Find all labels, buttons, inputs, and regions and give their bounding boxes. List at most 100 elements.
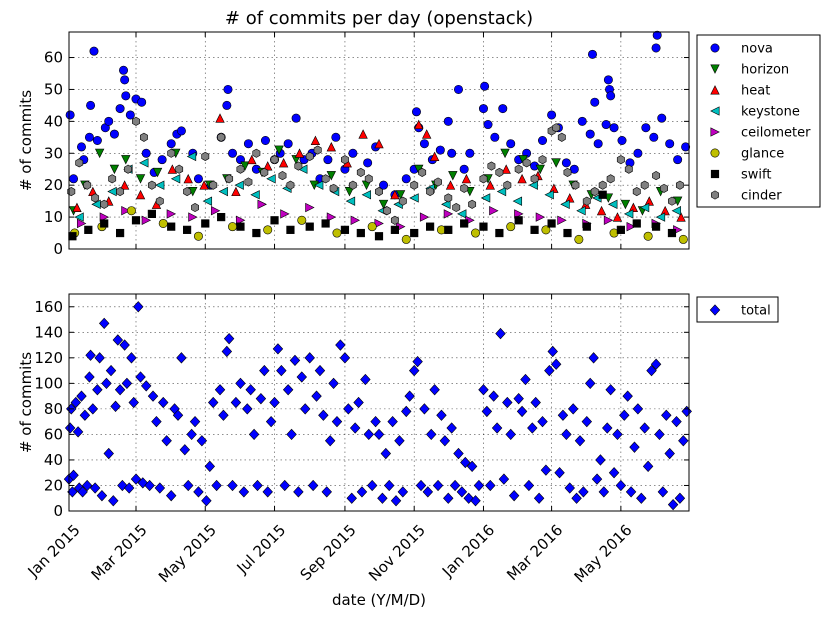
cinder-point [217,132,226,142]
nova-point [587,49,597,59]
keystone-point [202,196,213,206]
nova-point [633,148,643,158]
swift-point [390,225,399,234]
cinder-point [632,187,641,197]
heat-point [429,151,440,161]
keystone-point [671,206,682,216]
cinder-point [383,206,391,216]
total-point [196,435,208,447]
total-point [245,384,256,396]
heat-point [414,119,424,130]
nova-point [419,139,429,149]
total-point [328,377,339,389]
total-point [92,384,103,396]
cinder-point [410,180,419,190]
total-point [397,486,409,498]
cinder-point [590,187,599,197]
total-point [248,428,260,441]
ceilometer-point [210,206,221,216]
cinder-point [538,155,547,165]
total-point [639,422,650,434]
total-point [114,384,126,396]
total-point [488,390,499,402]
ceilometer-point [257,199,267,210]
total-point [384,479,395,492]
total-point [674,492,686,504]
total-point [121,377,133,389]
keystone-point [139,158,149,168]
ceilometer-point [557,215,567,225]
total-point [426,428,437,441]
total-point [608,467,620,479]
total-point [314,364,326,377]
ceilometer-point [419,212,430,222]
total-point [429,384,440,396]
swift-point [236,222,245,231]
swift-point [252,228,261,238]
total-point [571,492,582,504]
swift-point [305,222,314,231]
total-point [591,473,603,485]
cinder-point [660,183,668,193]
horizon-point [551,158,561,168]
top-y-tick-label: 40 [44,112,63,130]
nova-point [478,104,488,114]
total-point [595,454,606,466]
total-point [331,416,343,428]
total-point [293,486,304,498]
bottom-y-tick-label: 20 [44,476,63,494]
total-point [296,371,307,383]
bottom-y-tick-label: 0 [53,502,63,520]
nova-point [490,132,500,142]
keystone-legend-marker [710,106,720,116]
keystone-point [623,209,634,219]
top-y-tick-label: 50 [44,80,63,98]
nova-point [443,116,453,126]
total-point [193,486,204,498]
total-point [612,428,623,441]
total-point [211,479,222,492]
keystone-point [218,186,228,197]
cinder-point [364,174,373,184]
bottom-y-tick-label: 120 [34,349,63,367]
total-point [349,422,361,434]
cinder-point [183,187,192,197]
total-point [343,403,354,415]
top-y-tick-label: 10 [44,208,63,226]
total-point [470,495,481,507]
nova-legend-marker [710,43,720,53]
top-chart-legend: nova horizon heat keystone ceilometer glance s… [696,34,821,208]
heat-point [167,164,178,174]
total-point [401,405,412,418]
total-point [557,409,569,421]
total-point [110,400,121,412]
glance-point [506,222,516,232]
keystone-point [234,180,244,190]
horizon-point [395,190,406,200]
heat-point [596,205,607,216]
legend-entry-heat: heat [741,84,770,99]
total-point [135,371,146,383]
heat-point [676,212,686,222]
cinder-point [624,164,633,174]
nova-point [673,155,683,165]
total-point [502,396,513,409]
swift-point [100,219,109,228]
total-point [255,393,267,405]
cinder-point [616,155,625,165]
swift-point [270,216,279,225]
swift-point [201,219,210,228]
swift-point [374,232,384,241]
swift-point [217,212,226,222]
ceilometer-point [121,206,131,216]
nova-point [92,136,102,146]
ceilometer-legend-marker [710,127,720,137]
total-point [94,352,105,364]
top-y-tick-label: 20 [44,176,63,194]
heat-point [183,173,193,184]
cinder-point [270,155,279,165]
heat-legend-marker [710,85,720,95]
ceilometer-point [326,212,337,222]
ceilometer-point [235,215,246,225]
cinder-point [91,193,100,203]
